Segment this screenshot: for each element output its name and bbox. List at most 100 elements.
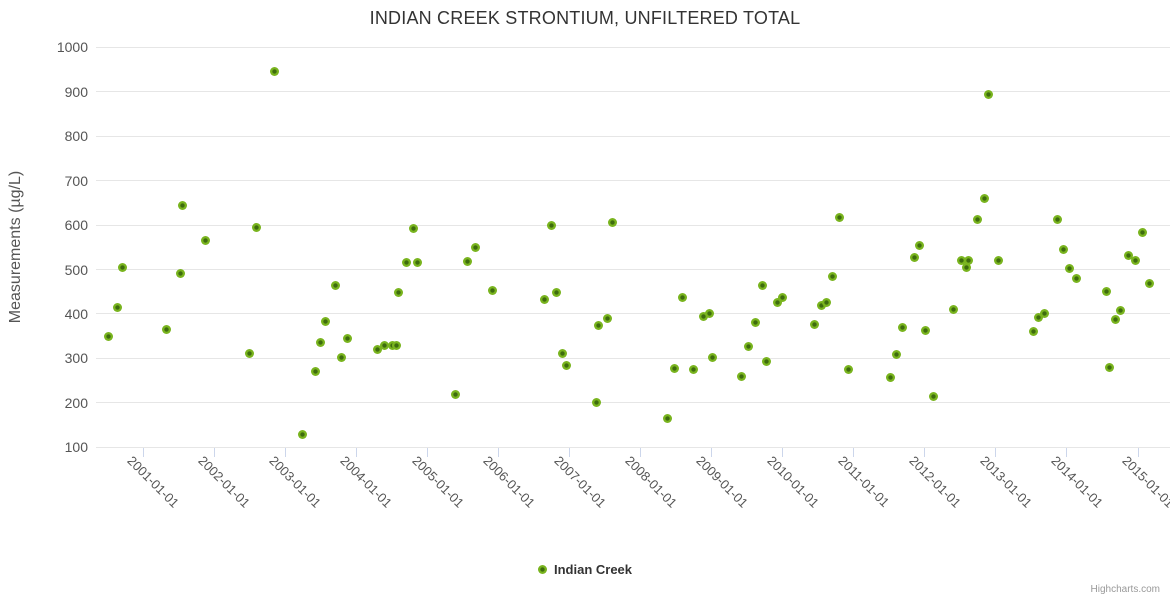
data-point[interactable] — [1053, 215, 1063, 225]
data-point[interactable] — [678, 293, 688, 303]
data-point[interactable] — [200, 236, 210, 246]
data-point[interactable] — [750, 318, 760, 328]
data-point[interactable] — [1029, 326, 1039, 336]
x-axis-label: 2007-01-01 — [550, 453, 609, 511]
x-axis-label: 2013-01-01 — [977, 453, 1035, 511]
data-point[interactable] — [311, 367, 321, 377]
legend-item-indian-creek[interactable]: Indian Creek — [0, 562, 1170, 577]
data-point[interactable] — [552, 287, 562, 297]
data-point[interactable] — [757, 281, 767, 291]
data-point[interactable] — [1105, 363, 1115, 373]
data-point[interactable] — [451, 390, 461, 400]
data-point[interactable] — [602, 314, 612, 324]
data-point[interactable] — [898, 322, 908, 332]
data-point[interactable] — [244, 348, 254, 358]
data-point[interactable] — [663, 413, 673, 423]
data-point[interactable] — [699, 312, 709, 322]
data-point[interactable] — [1058, 244, 1068, 254]
data-point[interactable] — [118, 262, 128, 272]
data-point[interactable] — [822, 298, 832, 308]
data-point[interactable] — [471, 242, 481, 252]
data-point[interactable] — [744, 341, 754, 351]
highcharts-credit-link[interactable]: Highcharts.com — [1090, 584, 1160, 595]
data-point[interactable] — [980, 193, 990, 203]
data-point[interactable] — [891, 349, 901, 359]
data-point[interactable] — [1101, 287, 1111, 297]
data-point[interactable] — [330, 280, 340, 290]
data-point[interactable] — [562, 361, 572, 371]
data-point[interactable] — [408, 223, 418, 233]
data-point[interactable] — [487, 286, 497, 296]
data-point[interactable] — [737, 371, 747, 381]
data-point[interactable] — [607, 218, 617, 228]
data-point[interactable] — [393, 288, 403, 298]
data-point[interactable] — [112, 302, 122, 312]
data-point[interactable] — [1115, 306, 1125, 316]
data-point[interactable] — [270, 67, 280, 77]
data-point[interactable] — [1064, 264, 1074, 274]
data-point[interactable] — [827, 272, 837, 282]
data-point[interactable] — [177, 200, 187, 210]
data-point[interactable] — [910, 253, 920, 263]
data-point[interactable] — [320, 317, 330, 327]
data-point[interactable] — [1034, 313, 1044, 323]
data-point[interactable] — [972, 215, 982, 225]
data-point[interactable] — [885, 372, 895, 382]
x-axis-tick — [1066, 448, 1068, 457]
data-point[interactable] — [413, 258, 423, 268]
data-point[interactable] — [1130, 255, 1140, 265]
x-axis-tick — [711, 448, 713, 457]
x-axis-label: 2009-01-01 — [693, 453, 751, 511]
data-point[interactable] — [669, 363, 679, 373]
data-point[interactable] — [928, 391, 938, 401]
y-axis-label: 600 — [64, 217, 88, 234]
data-point[interactable] — [540, 295, 550, 305]
data-point[interactable] — [379, 340, 389, 350]
data-point[interactable] — [993, 256, 1003, 266]
data-point[interactable] — [463, 257, 473, 267]
data-point[interactable] — [103, 331, 113, 341]
data-point[interactable] — [1039, 308, 1049, 318]
data-point[interactable] — [1124, 250, 1134, 260]
data-point[interactable] — [772, 298, 782, 308]
data-point[interactable] — [1144, 279, 1154, 289]
data-point[interactable] — [915, 241, 925, 251]
data-point[interactable] — [1072, 274, 1082, 284]
data-point[interactable] — [252, 222, 262, 232]
data-point[interactable] — [705, 308, 715, 318]
data-point[interactable] — [761, 356, 771, 366]
data-point[interactable] — [816, 301, 826, 311]
data-point[interactable] — [401, 258, 411, 268]
data-point[interactable] — [688, 365, 698, 375]
data-point[interactable] — [1137, 228, 1147, 238]
data-point[interactable] — [337, 352, 347, 362]
x-axis-label: 2011-01-01 — [835, 453, 893, 510]
data-point[interactable] — [956, 256, 966, 266]
data-point[interactable] — [921, 325, 931, 335]
data-point[interactable] — [297, 430, 307, 440]
data-point[interactable] — [809, 319, 819, 329]
data-point[interactable] — [964, 256, 974, 266]
data-point[interactable] — [949, 304, 959, 314]
data-point[interactable] — [1111, 314, 1121, 324]
data-point[interactable] — [343, 333, 353, 343]
data-point[interactable] — [391, 340, 401, 350]
data-point[interactable] — [546, 220, 556, 230]
data-point[interactable] — [835, 213, 845, 223]
gridline — [96, 135, 1170, 137]
data-point[interactable] — [557, 349, 567, 359]
data-point[interactable] — [372, 345, 382, 355]
data-point[interactable] — [777, 293, 787, 303]
x-axis-label: 2001-01-01 — [124, 453, 183, 511]
y-axis-label: 700 — [64, 172, 88, 189]
data-point[interactable] — [962, 263, 972, 273]
data-point[interactable] — [593, 321, 603, 331]
data-point[interactable] — [843, 365, 853, 375]
data-point[interactable] — [162, 325, 172, 335]
gridline — [96, 446, 1170, 448]
data-point[interactable] — [983, 90, 993, 100]
data-point[interactable] — [175, 269, 185, 279]
data-point[interactable] — [707, 353, 717, 363]
data-point[interactable] — [592, 398, 602, 408]
data-point[interactable] — [315, 338, 325, 348]
